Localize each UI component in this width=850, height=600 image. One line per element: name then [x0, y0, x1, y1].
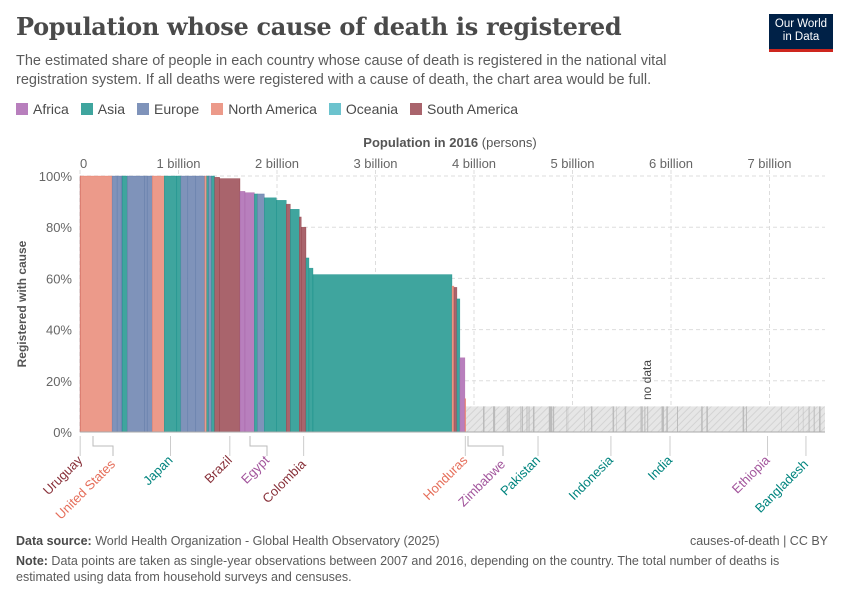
y-tick-label: 20% — [46, 374, 72, 389]
bar[interactable] — [195, 175, 205, 433]
note-text: Data points are taken as single-year obs… — [16, 554, 780, 584]
bar[interactable] — [459, 357, 466, 433]
legend-label: Africa — [33, 101, 69, 117]
legend-swatch — [137, 103, 150, 115]
bar[interactable] — [305, 257, 310, 433]
bar[interactable] — [290, 209, 300, 433]
country-label: Egypt — [238, 452, 272, 486]
label-leader — [249, 436, 268, 456]
label-leader — [92, 436, 114, 456]
country-label: India — [645, 452, 676, 483]
bar[interactable] — [121, 175, 128, 433]
bar[interactable] — [144, 175, 148, 433]
license[interactable]: causes-of-death | CC BY — [689, 534, 828, 548]
x-tick-label: 6 billion — [649, 156, 693, 171]
chart-svg: 0% 20% 40% 60% 80% 100% 0 1 billion 2 billion 3 b… — [15, 135, 825, 520]
bar[interactable] — [456, 298, 461, 433]
label-leader — [467, 436, 504, 456]
bar[interactable] — [257, 193, 265, 433]
legend-label: Oceania — [345, 101, 399, 117]
bar[interactable] — [299, 216, 302, 433]
note: Note: Data points are taken as single-ye… — [16, 553, 816, 585]
bar[interactable] — [308, 267, 314, 433]
y-tick-label: 60% — [46, 271, 72, 286]
bar-united-states[interactable] — [80, 175, 113, 433]
x-tick-label: 4 billion — [452, 156, 496, 171]
legend-label: North America — [228, 101, 317, 117]
legend-label: Asia — [97, 101, 126, 117]
legend-item-oceania[interactable]: Oceania — [328, 101, 399, 117]
x-tick-label: 2 billion — [255, 156, 299, 171]
bar[interactable] — [214, 177, 220, 433]
legend-swatch — [211, 103, 224, 115]
legend-label: South America — [427, 101, 519, 117]
bar[interactable] — [254, 193, 258, 433]
legend-item-asia[interactable]: Asia — [80, 101, 126, 117]
legend-swatch — [328, 103, 341, 115]
chart-subtitle: The estimated share of people in each co… — [16, 53, 667, 88]
bar[interactable] — [126, 175, 145, 433]
y-tick-label: 100% — [39, 169, 73, 184]
y-tick-label: 40% — [46, 323, 72, 338]
bar[interactable] — [208, 175, 212, 433]
y-axis-title: Registered with cause — [15, 240, 29, 367]
chart-title: Population whose cause of death is regis… — [16, 12, 622, 41]
bar[interactable] — [286, 203, 291, 433]
bar[interactable] — [453, 287, 458, 433]
legend-item-europe[interactable]: Europe — [137, 101, 199, 117]
bar-colombia[interactable] — [301, 226, 307, 433]
x-tick-label: 0 — [80, 156, 87, 171]
bar[interactable] — [206, 175, 209, 433]
legend-label: Europe — [154, 101, 200, 117]
source-label: Data source: — [16, 534, 92, 548]
note-label: Note: — [16, 554, 48, 568]
bar[interactable] — [211, 175, 215, 433]
country-label: Indonesia — [566, 452, 617, 503]
bar[interactable] — [111, 175, 118, 433]
bar-brazil[interactable] — [219, 178, 241, 433]
bar[interactable] — [116, 175, 122, 433]
bar[interactable] — [187, 175, 197, 433]
country-label: Brazil — [201, 452, 235, 486]
data-source: Data source: World Health Organization -… — [16, 533, 440, 549]
bar[interactable] — [276, 200, 287, 433]
bar[interactable] — [451, 285, 455, 433]
legend-item-africa[interactable]: Africa — [16, 101, 69, 117]
source-text[interactable]: World Health Organization - Global Healt… — [91, 534, 440, 548]
y-tick-label: 0% — [53, 425, 72, 440]
bar-honduras[interactable] — [464, 398, 467, 433]
legend-swatch — [80, 103, 93, 115]
bar-japan[interactable] — [164, 175, 178, 433]
bar[interactable] — [264, 197, 277, 433]
bar[interactable] — [180, 175, 189, 433]
bar[interactable] — [204, 175, 207, 433]
bar[interactable] — [151, 175, 165, 433]
no-data-area — [465, 406, 825, 432]
x-tick-label: 7 billion — [747, 156, 791, 171]
legend-swatch — [16, 103, 28, 115]
legend-item-south-america[interactable]: South America — [410, 101, 518, 117]
y-tick-label: 80% — [46, 220, 72, 235]
bar-egypt[interactable] — [244, 192, 255, 433]
country-label: Japan — [140, 453, 176, 489]
x-axis-title: Population in 2016 (persons) — [363, 135, 536, 150]
x-tick-label: 1 billion — [156, 156, 200, 171]
no-data-label: no data — [640, 360, 654, 400]
legend: Africa Asia Europe North America Oceania Sout… — [16, 101, 518, 117]
country-label: Pakistan — [497, 453, 543, 499]
bar[interactable] — [146, 175, 153, 433]
x-tick-label: 3 billion — [353, 156, 397, 171]
bar[interactable] — [176, 175, 182, 433]
legend-swatch — [410, 103, 423, 115]
owid-logo[interactable]: Our World in Data — [769, 14, 833, 52]
x-tick-label: 5 billion — [550, 156, 594, 171]
bar[interactable] — [239, 191, 246, 433]
legend-item-north-america[interactable]: North America — [211, 101, 317, 117]
bar[interactable] — [312, 274, 453, 433]
